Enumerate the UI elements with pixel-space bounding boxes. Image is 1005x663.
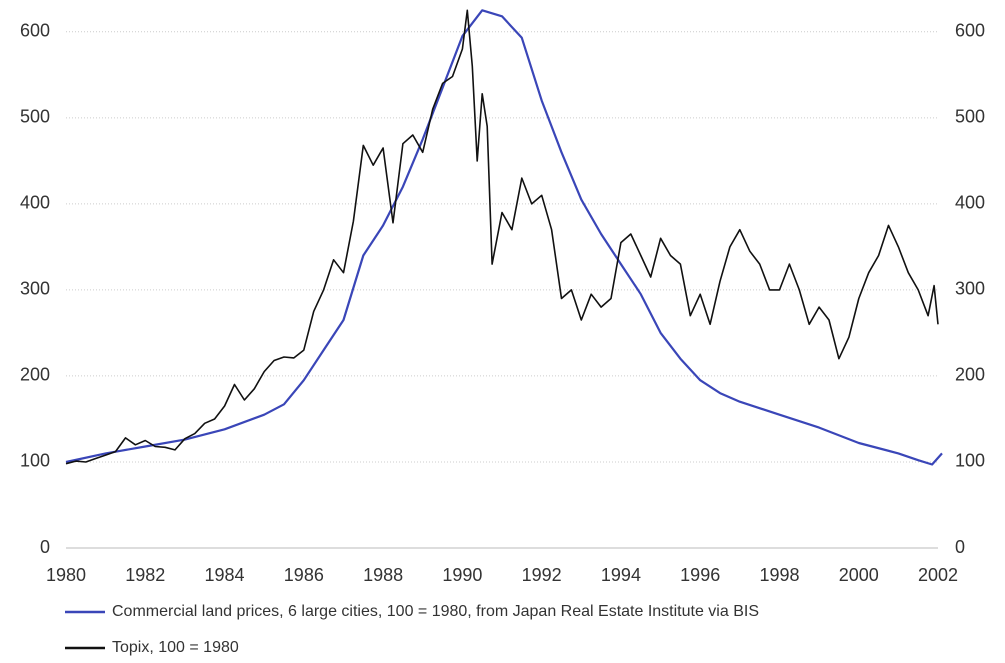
y-tick-label: 100: [20, 451, 50, 471]
y-tick-label: 500: [20, 107, 50, 127]
x-tick-label: 1986: [284, 565, 324, 585]
x-tick-label: 1990: [442, 565, 482, 585]
y-tick-label: 400: [20, 193, 50, 213]
y2-tick-label: 500: [955, 107, 985, 127]
series-line: [65, 9, 939, 465]
x-tick-label: 2000: [839, 565, 879, 585]
y2-tick-label: 400: [955, 193, 985, 213]
y2-tick-label: 0: [955, 537, 965, 557]
legend-label: Topix, 100 = 1980: [112, 639, 239, 656]
y2-tick-label: 300: [955, 279, 985, 299]
y2-tick-label: 100: [955, 451, 985, 471]
x-tick-label: 1982: [125, 565, 165, 585]
x-tick-label: 1996: [680, 565, 720, 585]
x-tick-label: 1998: [759, 565, 799, 585]
x-tick-label: 1988: [363, 565, 403, 585]
y-tick-label: 600: [20, 21, 50, 41]
x-tick-label: 1984: [205, 565, 245, 585]
y-tick-label: 300: [20, 279, 50, 299]
x-tick-label: 1992: [522, 565, 562, 585]
y-tick-label: 0: [40, 537, 50, 557]
x-tick-label: 1994: [601, 565, 641, 585]
series-line: [65, 9, 943, 466]
x-tick-label: 2002: [918, 565, 958, 585]
y2-tick-label: 600: [955, 21, 985, 41]
legend-label: Commercial land prices, 6 large cities, …: [112, 603, 759, 620]
x-tick-label: 1980: [46, 565, 86, 585]
y2-tick-label: 200: [955, 365, 985, 385]
y-tick-label: 200: [20, 365, 50, 385]
